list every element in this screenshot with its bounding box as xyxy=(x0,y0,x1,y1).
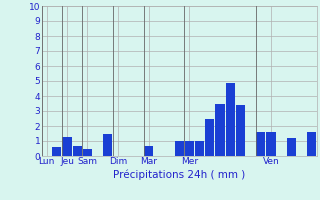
Bar xyxy=(62,137,72,156)
Bar xyxy=(73,146,82,156)
Bar xyxy=(236,105,245,156)
Bar xyxy=(103,134,112,156)
Bar xyxy=(195,141,204,156)
Bar xyxy=(52,147,61,156)
Bar xyxy=(287,138,296,156)
Bar xyxy=(185,141,194,156)
X-axis label: Précipitations 24h ( mm ): Précipitations 24h ( mm ) xyxy=(113,169,245,180)
Bar xyxy=(175,141,184,156)
Bar xyxy=(226,82,235,156)
Bar xyxy=(256,132,265,156)
Bar xyxy=(266,132,276,156)
Bar xyxy=(215,104,225,156)
Bar xyxy=(144,146,153,156)
Bar xyxy=(307,132,316,156)
Bar xyxy=(83,148,92,156)
Bar xyxy=(205,118,214,156)
